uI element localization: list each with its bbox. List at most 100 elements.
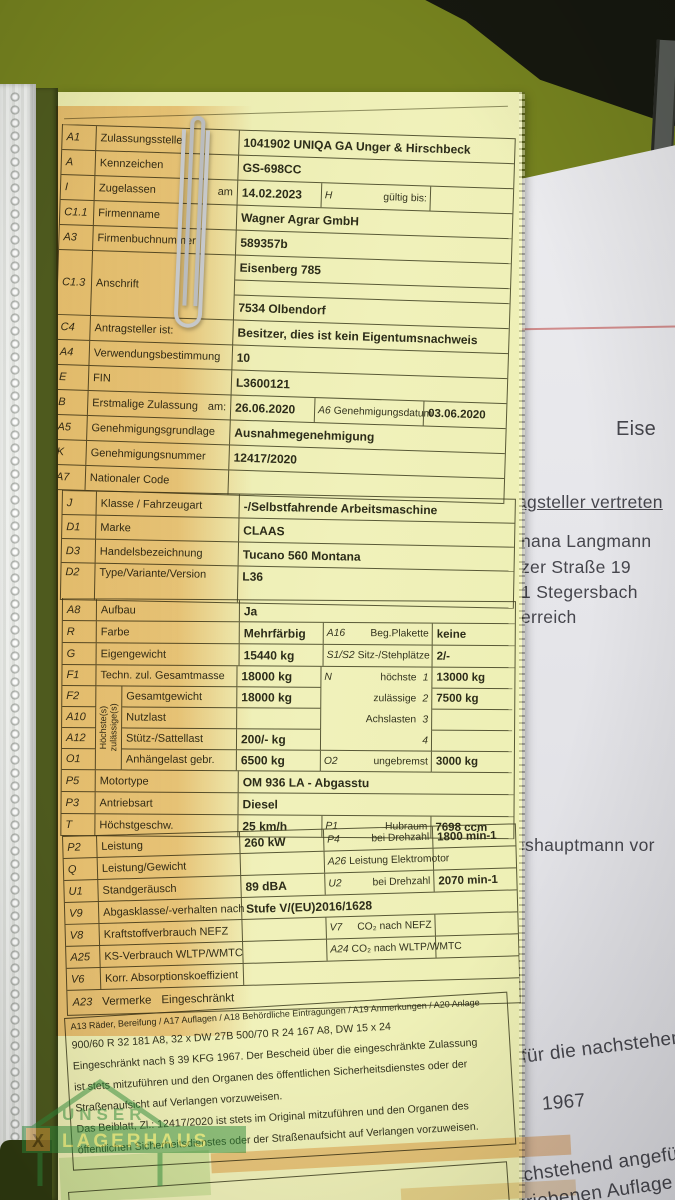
- field-label: Genehmigungsgrundlage: [87, 415, 231, 445]
- field-label: Aufbau: [96, 599, 240, 622]
- bg-text-fragment: nana Langmann: [521, 531, 652, 551]
- field-value: Diesel: [242, 796, 278, 812]
- field-value: 3000 kg: [431, 751, 512, 774]
- field-label: Gesamtgewicht: [122, 686, 238, 709]
- right-field: A26 Leistung Elektromotor: [324, 848, 449, 873]
- field-value: 6500 kg: [236, 750, 321, 772]
- bg-text-fragment: eshauptmann vor: [515, 835, 655, 855]
- field-code: O2: [323, 755, 338, 767]
- field-value: [243, 939, 328, 963]
- field-value: Ja: [243, 603, 258, 618]
- field-value: 15440 kg: [239, 644, 324, 666]
- form-row-P5: P5 Motortype OM 936 LA - Abgasstu: [61, 770, 514, 796]
- field-value: 26.06.2020: [230, 395, 316, 423]
- field-code: T: [61, 814, 96, 836]
- right-field: U2 bei Drehzahl: [325, 870, 435, 895]
- axle-weights-block: F1 Techn. zul. Gesamtmasse 18000 kg N hö…: [61, 665, 515, 774]
- field-label: Standgeräusch: [98, 876, 242, 901]
- form-row-R: R Farbe Mehrfärbig A16 Beg.Plakette keine: [62, 621, 515, 647]
- field-value: 2/-: [436, 650, 451, 663]
- watermark-green-tint: [58, 1150, 212, 1200]
- field-label: Type/Variante/Version: [94, 563, 239, 603]
- field-code: A4: [55, 339, 91, 365]
- field-label: Nutzlast: [122, 707, 238, 730]
- form-row-P3: P3 Antriebsart Diesel: [61, 792, 514, 818]
- field-label: Leistung: [97, 832, 241, 858]
- field-code: E: [54, 364, 90, 390]
- field-code: V9: [64, 901, 100, 924]
- bg-text-fragment: zer Straße 19: [521, 557, 631, 577]
- field-code: G: [62, 643, 97, 665]
- vehicle-section: J Klasse / Fahrzeugart -/Selbstfahrende Ar…: [59, 490, 516, 609]
- field-label: Anhängelast gebr.: [121, 749, 237, 772]
- field-value: [432, 709, 513, 732]
- field-code: C1.1: [59, 199, 95, 226]
- field-code: N: [324, 671, 332, 683]
- field-label: Stütz-/Sattellast: [121, 728, 238, 751]
- field-label: FIN: [88, 365, 233, 395]
- field-code: V8: [65, 923, 101, 946]
- field-code: P2: [63, 836, 98, 858]
- form-row-A8: A8 Aufbau Ja: [62, 599, 515, 625]
- field-code: P5: [61, 770, 96, 792]
- field-code: U1: [64, 880, 99, 902]
- field-code: O1: [61, 749, 96, 771]
- sleeve-green-strip: [36, 88, 58, 1200]
- right-field: A6 Genehmigungsdatum: [314, 398, 432, 426]
- field-label: Achslasten: [365, 714, 417, 726]
- axle-number: 1: [422, 672, 429, 684]
- sleeve-spiral-texture: [8, 90, 22, 1140]
- field-label: Abgasklasse/-verhalten nach: [98, 898, 245, 923]
- field-label: Eigengewicht: [96, 643, 240, 666]
- field-code: D2: [60, 563, 96, 600]
- field-value: [430, 187, 511, 214]
- field-label: ungebremst: [373, 755, 428, 768]
- field-code: V6: [66, 967, 102, 990]
- bg-text-fragment: erreich: [521, 607, 577, 627]
- field-code: F1: [62, 665, 97, 687]
- axle-number: 2: [422, 693, 429, 705]
- field-code: A12: [61, 728, 97, 750]
- field-value: 7500 kg: [432, 688, 513, 711]
- field-value: [431, 730, 513, 753]
- field-code: J: [62, 491, 97, 515]
- trailer-unbraked-label: O2 ungebremst: [320, 750, 432, 773]
- field-label: Korr. Absorptionskoeffizient: [100, 963, 245, 989]
- right-field: S1/S2 Sitz-/Stehplätze: [323, 644, 433, 667]
- field-label: Handelsbezeichnung: [95, 539, 240, 566]
- right-field: V7 CO₂ nach NEFZ: [326, 914, 436, 939]
- field-value: 200/- kg: [236, 729, 322, 751]
- weights-section: A8 Aufbau Ja R Farbe Mehrfärbig A16 Beg.Plakett…: [60, 598, 516, 840]
- field-label: Erstmalige Zulassung am:: [87, 390, 232, 420]
- field-code: P3: [61, 792, 96, 814]
- axle-label: zulässige 2: [321, 687, 433, 710]
- field-label: Verwendungsbestimmung: [89, 340, 234, 370]
- field-value: 260 kW: [239, 829, 325, 854]
- axle-number: 4: [422, 735, 429, 747]
- field-value: [433, 846, 514, 869]
- field-code: A3: [59, 224, 94, 251]
- field-value: [242, 917, 327, 941]
- field-value: Eisenberg 785 7534 Olbendorf: [233, 255, 511, 329]
- field-value: [237, 708, 322, 730]
- field-value: [435, 912, 516, 935]
- paperclip-outer-wire: [173, 129, 211, 329]
- axle-label: N höchste 1: [321, 666, 433, 689]
- field-label: Farbe: [96, 621, 240, 644]
- field-code: I: [60, 175, 96, 201]
- field-label: Marke: [96, 515, 240, 542]
- field-value: OM 936 LA - Abgasstu: [242, 774, 370, 790]
- perforated-edge: [519, 92, 525, 1200]
- registration-section: A1 Zulassungsstelle 1041902 UNIQA GA Unger…: [50, 124, 516, 505]
- field-code: C1.3: [57, 249, 94, 316]
- field-code: A10: [62, 707, 97, 729]
- field-value: [240, 851, 326, 876]
- field-code: B: [53, 389, 89, 415]
- field-label: höchste: [380, 672, 417, 684]
- field-value: 18000 kg: [237, 666, 322, 688]
- performance-section: P2 Leistung 260 kW P4 bei Drehzahl 1800 min-1…: [62, 823, 521, 1016]
- dark-corner-object: [0, 1140, 52, 1200]
- right-field: P4 bei Drehzahl: [323, 826, 434, 851]
- field-code: A: [61, 150, 97, 176]
